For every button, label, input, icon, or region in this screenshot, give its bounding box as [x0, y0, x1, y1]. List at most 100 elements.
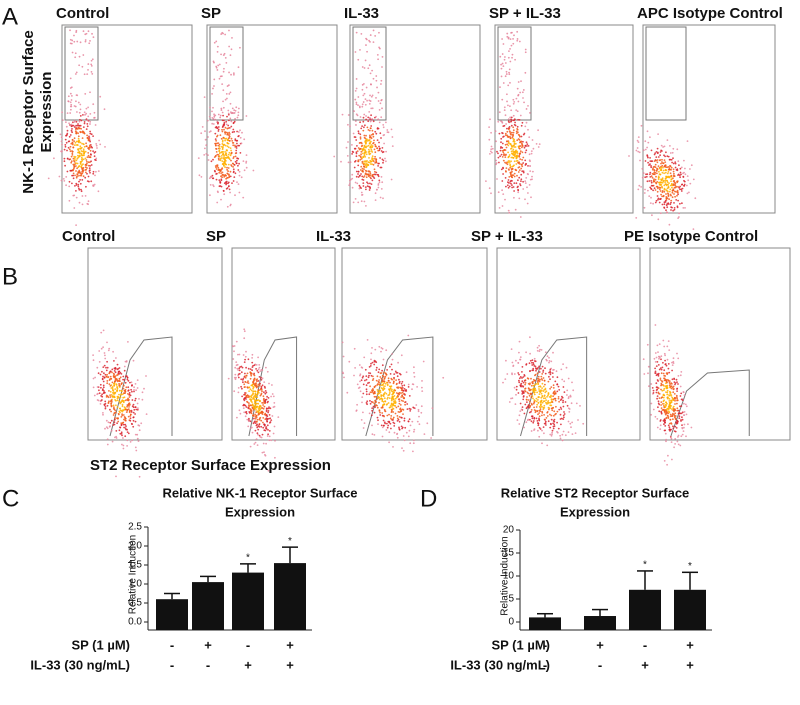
event-dot: [377, 100, 380, 102]
event-dot: [426, 422, 429, 425]
event-dot: [242, 407, 245, 409]
event-dot: [71, 131, 73, 134]
event-dot: [245, 366, 248, 369]
event-dot: [217, 126, 220, 128]
event-dot: [365, 115, 367, 117]
event-dot: [547, 401, 550, 404]
event-dot: [685, 405, 688, 408]
event-dot: [267, 400, 269, 403]
event-dot: [216, 142, 219, 145]
event-dot: [107, 376, 109, 379]
event-dot: [363, 168, 365, 171]
event-dot: [114, 436, 116, 439]
event-dot: [124, 390, 127, 393]
event-dot: [638, 151, 641, 154]
event-dot: [391, 419, 394, 421]
event-dot: [668, 198, 670, 201]
event-dot: [256, 418, 259, 421]
event-dot: [396, 375, 399, 378]
event-dot: [93, 111, 96, 114]
flow-plot: [496, 247, 641, 447]
event-dot: [238, 367, 241, 370]
event-dot: [409, 442, 412, 445]
event-dot: [532, 402, 535, 405]
event-dot: [662, 339, 665, 342]
event-dot: [665, 380, 668, 383]
event-dot: [234, 378, 237, 381]
event-dot: [499, 149, 502, 152]
event-dot: [383, 377, 386, 379]
event-dot: [233, 112, 236, 114]
event-dot: [666, 175, 669, 178]
event-dot: [262, 426, 265, 429]
event-dot: [684, 403, 687, 406]
event-dot: [122, 437, 124, 439]
event-dot: [532, 367, 535, 370]
event-dot: [644, 148, 647, 151]
event-dot: [518, 134, 521, 137]
event-dot: [369, 72, 372, 75]
event-dot: [499, 147, 502, 149]
event-dot: [559, 437, 562, 440]
event-dot: [72, 121, 74, 124]
event-dot: [382, 386, 385, 388]
event-dot: [527, 404, 530, 406]
event-dot: [369, 402, 372, 405]
event-dot: [692, 228, 695, 231]
event-dot: [558, 400, 560, 403]
event-dot: [545, 390, 548, 393]
event-dot: [663, 145, 666, 148]
event-dot: [265, 428, 268, 430]
event-dot: [355, 103, 358, 106]
event-dot: [223, 128, 225, 131]
event-dot: [274, 439, 276, 442]
event-dot: [656, 418, 659, 420]
event-dot: [102, 384, 105, 387]
event-dot: [392, 411, 395, 413]
event-dot: [259, 405, 262, 408]
event-dot: [76, 144, 79, 147]
event-dot: [221, 139, 224, 142]
event-dot: [649, 173, 651, 176]
event-dot: [212, 106, 214, 109]
event-dot: [667, 417, 670, 419]
event-dot: [658, 355, 660, 358]
event-dot: [361, 160, 364, 163]
event-dot: [522, 170, 525, 173]
event-dot: [130, 388, 133, 391]
event-dot: [88, 170, 91, 172]
event-dot: [553, 410, 556, 413]
event-dot: [340, 160, 342, 163]
event-dot: [254, 407, 257, 410]
event-dot: [381, 426, 384, 429]
event-dot: [267, 397, 270, 399]
event-dot: [122, 399, 124, 402]
event-dot: [533, 409, 536, 411]
event-dot: [251, 403, 254, 406]
event-dot: [97, 170, 100, 173]
event-dot: [85, 159, 88, 161]
event-dot: [673, 378, 676, 380]
event-dot: [553, 397, 556, 400]
event-dot: [680, 166, 683, 169]
event-dot: [84, 40, 87, 43]
event-dot: [642, 149, 645, 152]
event-dot: [656, 386, 659, 389]
event-dot: [69, 87, 72, 89]
event-dot: [92, 103, 95, 106]
event-dot: [539, 428, 542, 430]
event-dot: [382, 388, 385, 390]
gate: [670, 369, 750, 437]
event-dot: [674, 438, 677, 440]
event-dot: [382, 358, 385, 361]
event-dot: [379, 102, 382, 105]
event-dot: [541, 382, 544, 385]
event-dot: [251, 431, 254, 434]
event-dot: [217, 122, 219, 125]
event-dot: [665, 209, 667, 212]
event-dot: [268, 439, 271, 442]
event-dot: [672, 147, 675, 150]
event-dot: [517, 146, 520, 148]
event-dot: [379, 391, 382, 394]
event-dot: [215, 178, 218, 181]
